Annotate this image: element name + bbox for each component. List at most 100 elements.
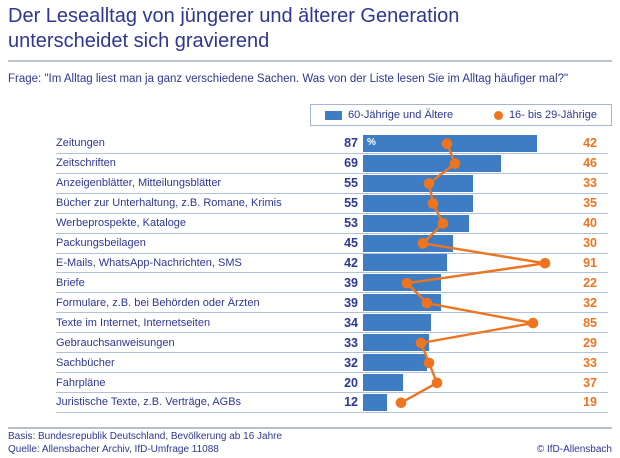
question-text: Frage: "Im Alltag liest man ja ganz vers… (8, 72, 573, 86)
row-label: Sachbücher (56, 356, 115, 369)
row-label: Juristische Texte, z.B. Verträge, AGBs (56, 396, 242, 409)
row-value-old: 87 (344, 136, 358, 151)
dot-swatch-icon (493, 110, 503, 120)
legend-young-label: 16- bis 29-Jährige (508, 109, 597, 121)
table-row: Sachbücher 32 33 (56, 353, 608, 374)
row-bar (363, 374, 403, 392)
row-value-young: 40 (583, 216, 597, 231)
row-value-old: 42 (344, 255, 358, 270)
row-label: Fahrpläne (56, 376, 106, 389)
row-value-old: 45 (344, 236, 358, 251)
row-plot (363, 194, 575, 212)
row-bar (363, 194, 473, 212)
row-plot (363, 214, 575, 232)
table-row: Bücher zur Unterhaltung, z.B. Romane, Kr… (56, 194, 608, 214)
row-bar (363, 254, 447, 272)
row-bar (363, 274, 441, 292)
chart-rows: Zeitungen 87% 42 Zeitschriften 69 46 Anzeigenb… (56, 134, 608, 413)
footer-copyright: © IfD-Allensbach (536, 444, 612, 455)
question-label: Frage: (8, 73, 42, 85)
row-label: Zeitschriften (56, 157, 116, 170)
legend-item-young: 16- bis 29-Jährige (493, 109, 597, 121)
row-bar (363, 174, 473, 192)
table-row: Formulare, z.B. bei Behörden oder Ärzten… (56, 293, 608, 314)
row-value-old: 39 (344, 275, 358, 290)
row-label: E-Mails, WhatsApp-Nachrichten, SMS (56, 256, 242, 269)
row-bar (363, 393, 387, 411)
row-value-young: 30 (583, 236, 597, 251)
row-value-young: 22 (583, 275, 597, 290)
row-plot (363, 234, 575, 252)
row-label: Bücher zur Unterhaltung, z.B. Romane, Kr… (56, 197, 282, 210)
row-value-old: 55 (344, 176, 358, 191)
row-label: Texte im Internet, Internetseiten (56, 316, 211, 329)
row-bar (363, 214, 469, 232)
row-value-old: 53 (344, 216, 358, 231)
row-bar (363, 294, 441, 312)
row-plot (363, 254, 575, 272)
row-label: Gebrauchsanweisungen (56, 336, 175, 349)
row-value-old: 20 (344, 375, 358, 390)
row-bar (363, 314, 431, 332)
table-row: Werbeprospekte, Kataloge 53 40 (56, 214, 608, 234)
row-value-young: 32 (583, 295, 597, 310)
row-value-young: 33 (583, 176, 597, 191)
row-plot (363, 154, 575, 172)
legend-old-label: 60-Jährige und Ältere (348, 109, 454, 121)
row-value-old: 39 (344, 295, 358, 310)
question-body: "Im Alltag liest man ja ganz verschieden… (44, 73, 569, 85)
row-label: Formulare, z.B. bei Behörden oder Ärzten (56, 296, 260, 309)
table-row: Fahrpläne 20 37 (56, 373, 608, 393)
row-plot: % (363, 134, 575, 152)
title-divider (8, 60, 612, 62)
footer-basis: Basis: Bundesrepublik Deutschland, Bevöl… (8, 431, 283, 442)
table-row: Briefe 39 22 (56, 273, 608, 294)
bar-swatch-icon (325, 110, 342, 120)
footer-divider (8, 427, 612, 429)
legend: 60-Jährige und Ältere 16- bis 29-Jährige (310, 104, 612, 126)
row-plot (363, 274, 575, 292)
row-plot (363, 393, 575, 411)
page-title: Der Lesealltag von jüngerer und älterer … (8, 5, 460, 52)
table-row: E-Mails, WhatsApp-Nachrichten, SMS 42 91 (56, 254, 608, 274)
row-label: Werbeprospekte, Kataloge (56, 217, 187, 230)
row-plot (363, 374, 575, 392)
row-plot (363, 174, 575, 192)
row-label: Zeitungen (56, 137, 105, 150)
row-plot (363, 334, 575, 352)
legend-item-old: 60-Jährige und Ältere (325, 109, 453, 121)
row-value-young: 91 (583, 255, 597, 270)
row-plot (363, 354, 575, 372)
row-bar (363, 154, 501, 172)
row-plot (363, 314, 575, 332)
table-row: Texte im Internet, Internetseiten 34 85 (56, 313, 608, 334)
table-row: Zeitschriften 69 46 (56, 154, 608, 174)
row-value-young: 46 (583, 156, 597, 171)
row-value-old: 33 (344, 335, 358, 350)
row-plot (363, 294, 575, 312)
row-label: Briefe (56, 276, 85, 289)
row-value-old: 55 (344, 196, 358, 211)
row-value-old: 69 (344, 156, 358, 171)
row-value-young: 42 (583, 136, 597, 151)
row-value-young: 33 (583, 355, 597, 370)
row-bar (363, 234, 453, 252)
row-bar (363, 334, 429, 352)
row-value-young: 19 (583, 395, 597, 410)
row-value-young: 85 (583, 315, 597, 330)
row-value-young: 29 (583, 335, 597, 350)
row-value-young: 35 (583, 196, 597, 211)
row-bar (363, 354, 427, 372)
footer-source: Quelle: Allensbacher Archiv, IfD-Umfrage… (8, 443, 219, 455)
table-row: Packungsbeilagen 45 30 (56, 234, 608, 254)
row-label: Anzeigenblätter, Mitteilungsblätter (56, 177, 222, 190)
row-value-young: 37 (583, 375, 597, 390)
row-label: Packungsbeilagen (56, 237, 146, 250)
table-row: Gebrauchsanweisungen 33 29 (56, 333, 608, 354)
table-row: Anzeigenblätter, Mitteilungsblätter 55 33 (56, 174, 608, 194)
table-row: Juristische Texte, z.B. Verträge, AGBs 12… (56, 393, 608, 413)
footer-notes: Basis: Bundesrepublik Deutschland, Bevöl… (8, 431, 282, 456)
table-row: Zeitungen 87% 42 (56, 134, 608, 154)
row-value-old: 12 (344, 395, 358, 410)
